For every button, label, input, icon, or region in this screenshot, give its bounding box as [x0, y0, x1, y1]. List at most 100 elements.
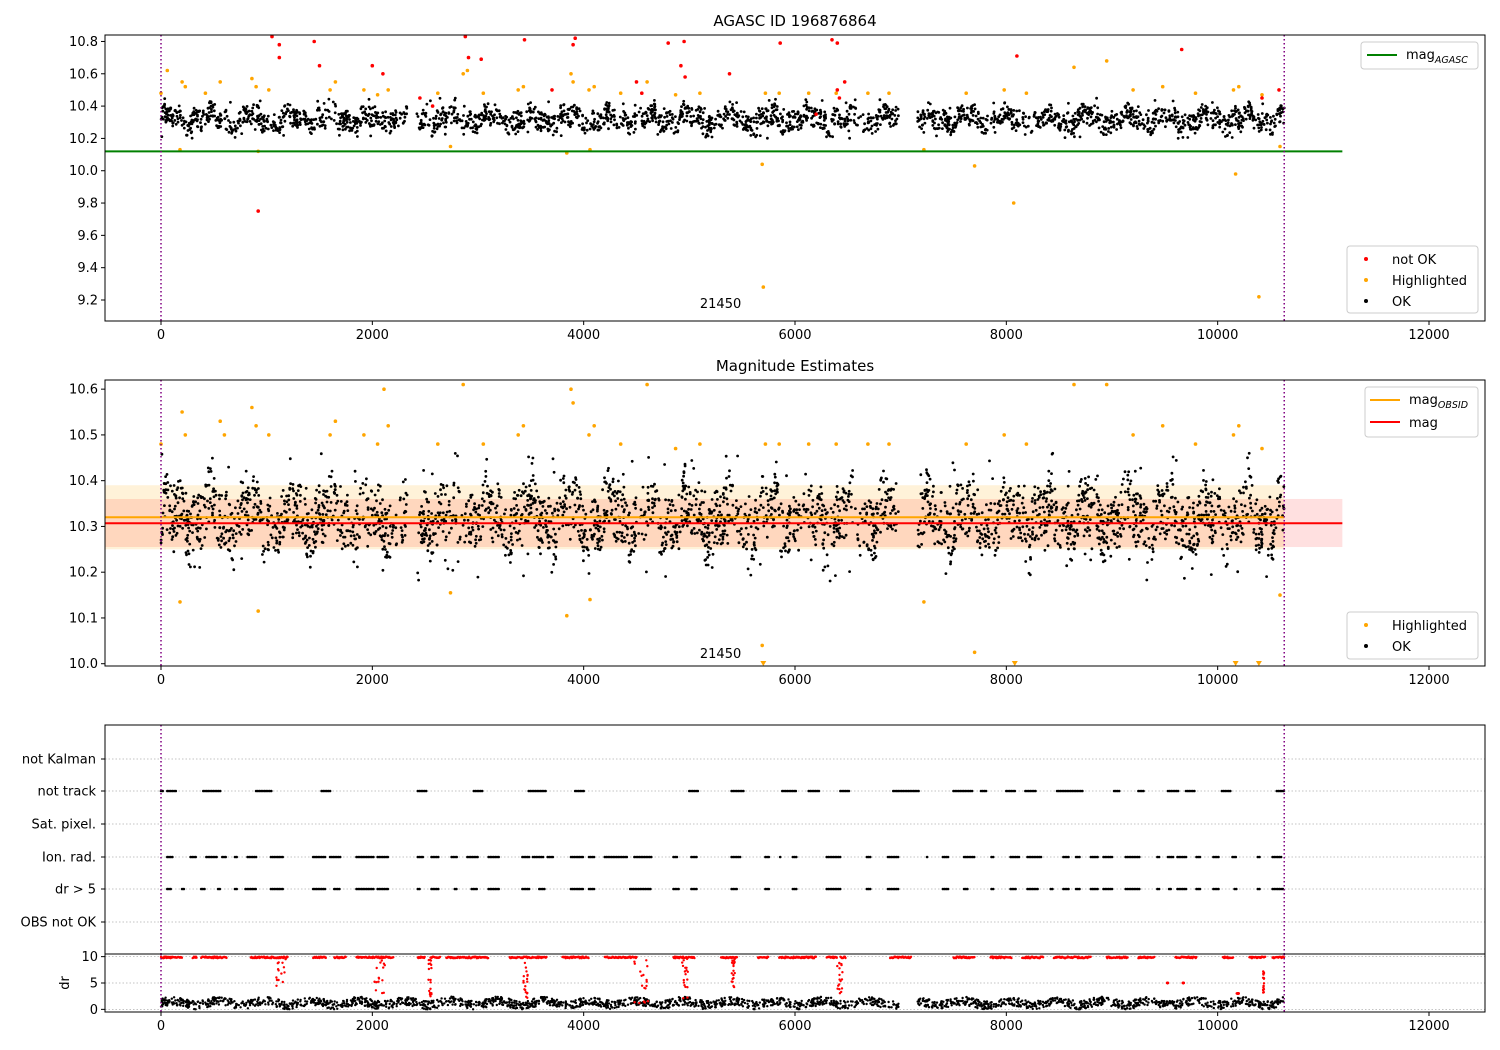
- data-point: [1240, 527, 1244, 530]
- data-point: [1134, 518, 1138, 522]
- data-point: [853, 121, 856, 125]
- data-point: [503, 512, 506, 516]
- data-point: [1135, 125, 1139, 128]
- data-point: [527, 493, 531, 497]
- data-point: [521, 84, 526, 89]
- data-point: [531, 478, 535, 482]
- data-point: [1165, 482, 1169, 485]
- data-point: [561, 524, 565, 528]
- data-point: [617, 479, 620, 483]
- data-point: [1213, 529, 1217, 533]
- data-point: [1114, 113, 1117, 117]
- data-point: [220, 532, 224, 536]
- data-point: [1261, 102, 1265, 106]
- data-point: [403, 115, 407, 119]
- data-point: [223, 110, 227, 114]
- data-point: [666, 41, 670, 45]
- data-point: [555, 126, 559, 130]
- data-point: [1170, 495, 1174, 499]
- data-point: [809, 106, 813, 110]
- data-point: [1103, 511, 1107, 515]
- data-point: [207, 507, 211, 510]
- data-point: [483, 105, 487, 108]
- data-point: [852, 105, 855, 109]
- data-point: [1007, 108, 1011, 111]
- data-point: [947, 551, 951, 555]
- data-point: [1097, 496, 1100, 500]
- data-point: [1129, 110, 1133, 114]
- data-point: [708, 123, 711, 126]
- data-point: [327, 110, 331, 113]
- data-point: [1077, 110, 1081, 114]
- data-point: [528, 119, 532, 122]
- data-point: [1177, 128, 1180, 132]
- data-point: [977, 112, 980, 115]
- data-point: [1256, 113, 1260, 116]
- data-point: [537, 110, 540, 114]
- data-point: [164, 112, 168, 116]
- data-point: [322, 120, 326, 124]
- data-point: [241, 498, 244, 502]
- data-point: [1278, 144, 1282, 149]
- data-point: [931, 124, 935, 127]
- data-point: [1024, 125, 1028, 129]
- data-point: [887, 109, 890, 112]
- data-point: [811, 531, 815, 534]
- data-point: [438, 96, 442, 100]
- data-point: [1150, 543, 1154, 547]
- data-point: [1131, 498, 1134, 502]
- data-point: [1072, 547, 1076, 550]
- data-point: [314, 117, 318, 121]
- data-point: [682, 509, 686, 513]
- data-point: [670, 113, 674, 116]
- data-point: [1146, 118, 1150, 122]
- data-point: [456, 541, 460, 544]
- data-point: [465, 68, 470, 73]
- data-point: [749, 134, 753, 137]
- data-point: [870, 132, 874, 135]
- data-point: [467, 499, 471, 503]
- data-point: [323, 126, 327, 130]
- data-point: [477, 527, 480, 531]
- data-point: [712, 508, 716, 512]
- data-point: [271, 120, 275, 123]
- data-point: [1181, 119, 1185, 122]
- data-point: [1247, 113, 1250, 117]
- data-point: [483, 109, 487, 113]
- data-point: [573, 111, 577, 115]
- data-point: [361, 518, 365, 521]
- data-point: [1160, 109, 1164, 112]
- data-point: [1270, 132, 1274, 135]
- data-point: [753, 510, 757, 514]
- data-point: [481, 491, 485, 495]
- data-point: [1083, 499, 1087, 502]
- data-point: [1129, 113, 1132, 117]
- data-point: [1228, 527, 1231, 530]
- data-point: [943, 504, 947, 508]
- data-point: [949, 116, 953, 120]
- data-point: [466, 114, 470, 118]
- data-point: [981, 537, 985, 541]
- data-point: [375, 116, 378, 120]
- data-point: [458, 537, 462, 541]
- data-point: [378, 502, 382, 505]
- data-point: [651, 119, 654, 123]
- data-point: [677, 525, 681, 529]
- data-point: [437, 526, 440, 529]
- data-point: [381, 72, 385, 76]
- data-point: [706, 523, 710, 527]
- data-point: [949, 133, 953, 137]
- data-point: [559, 134, 563, 138]
- data-point: [1238, 111, 1241, 115]
- data-point: [206, 106, 210, 110]
- data-point: [582, 549, 585, 553]
- data-point: [1250, 484, 1254, 487]
- data-point: [1001, 107, 1005, 111]
- data-point: [1276, 108, 1280, 111]
- data-point: [713, 535, 717, 539]
- data-point: [430, 512, 433, 515]
- data-point: [838, 532, 841, 535]
- data-point: [945, 119, 949, 123]
- data-point: [394, 116, 398, 120]
- data-point: [771, 121, 774, 124]
